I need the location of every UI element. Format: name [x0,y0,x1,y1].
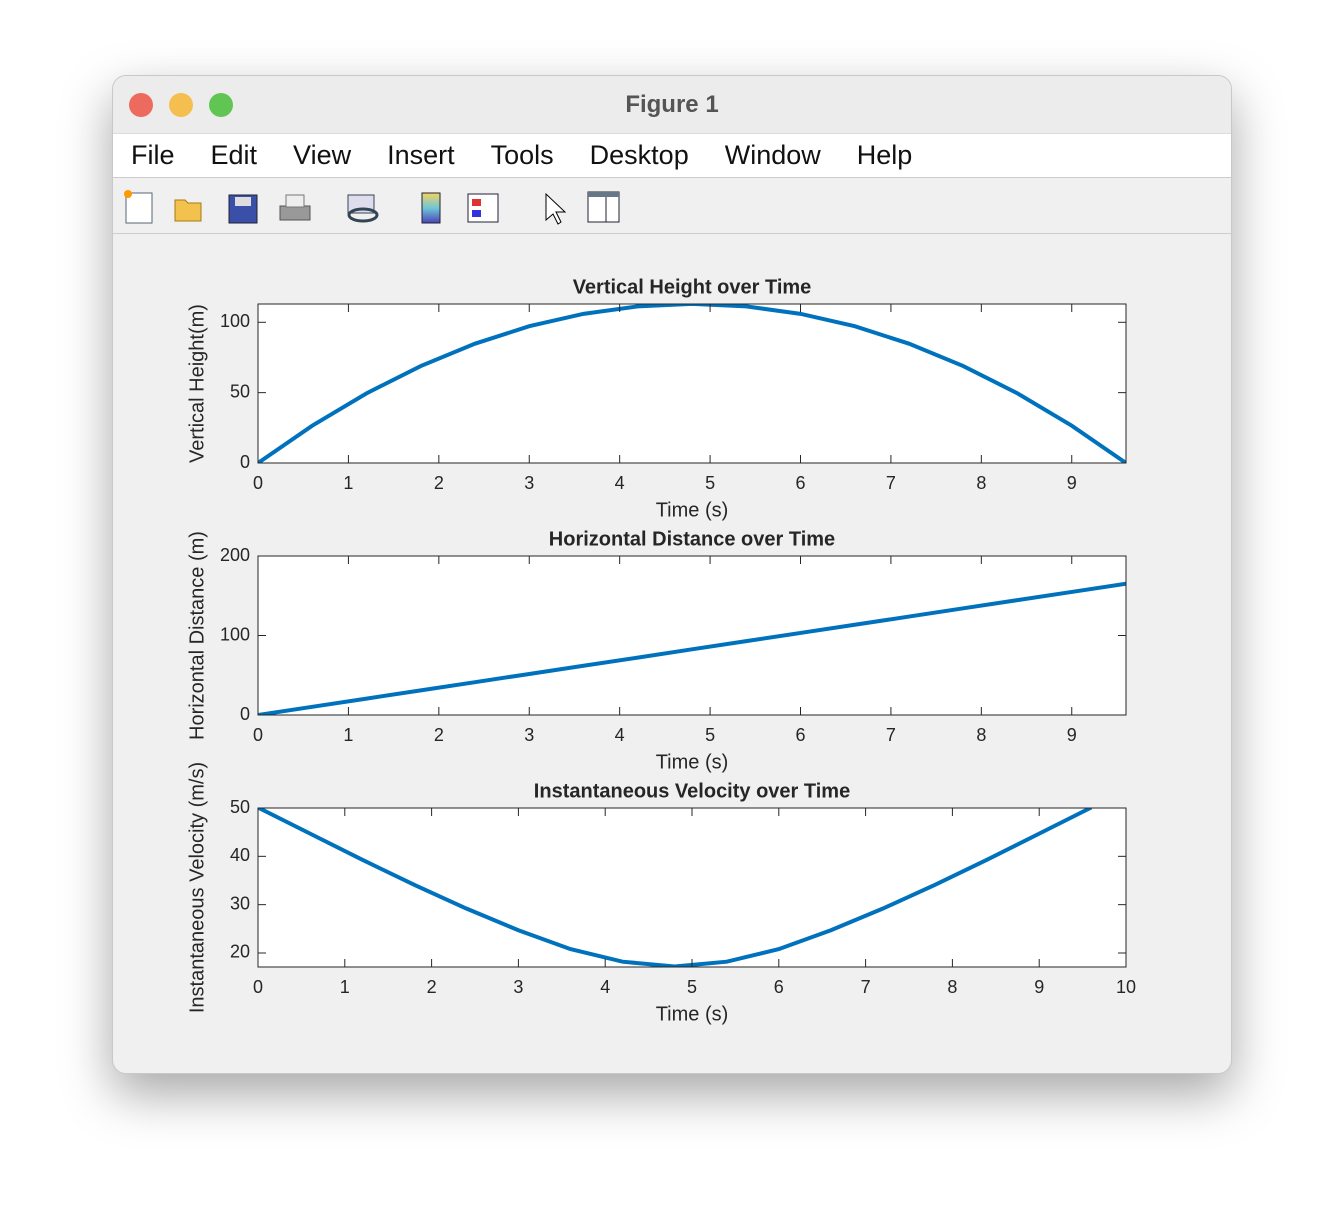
x-tick-label: 8 [947,977,957,997]
x-tick-label: 3 [524,473,534,493]
x-tick-label: 6 [795,473,805,493]
plot-area [258,304,1126,463]
zoom-button[interactable] [209,93,233,117]
menu-item[interactable]: Help [856,140,913,170]
x-tick-label: 3 [513,977,523,997]
x-tick-label: 3 [524,725,534,745]
x-tick-label: 7 [886,725,896,745]
x-tick-label: 2 [434,725,444,745]
x-tick-label: 4 [615,725,625,745]
menu-item[interactable]: File [131,140,175,170]
x-tick-label: 5 [705,725,715,745]
y-tick-label: 0 [240,452,250,472]
chart-title: Horizontal Distance over Time [549,528,835,550]
x-tick-label: 5 [705,473,715,493]
y-axis-label: Instantaneous Velocity (m/s) [186,762,208,1013]
toolbar [113,178,1231,234]
open-button[interactable] [174,199,202,222]
x-tick-label: 9 [1067,473,1077,493]
axes: 0 1 2 3 4 5 6 7 8 9 0 50 100 Vertical Height over Tim… [186,276,1127,521]
x-tick-label: 1 [343,473,353,493]
data-line [258,304,1126,463]
legend-button[interactable] [467,193,499,223]
x-tick-label: 7 [886,473,896,493]
property-inspector-button[interactable] [587,191,620,223]
close-button[interactable] [129,93,153,117]
plot-area [258,808,1126,967]
x-tick-label: 10 [1116,977,1136,997]
x-axis-label: Time (s) [656,751,729,773]
link-button[interactable] [347,194,379,223]
x-tick-label: 0 [253,725,263,745]
menu-bar: File Edit View Insert Tools Desktop Window Help [113,133,1231,178]
y-tick-label: 30 [230,893,250,913]
y-tick-label: 20 [230,942,250,962]
axes: 0 1 2 3 4 5 6 7 8 9 0 100 200 Horizontal Distance ove… [186,528,1127,773]
x-axis-label: Time (s) [656,499,729,521]
axes-box [257,303,1127,464]
new-button[interactable] [124,190,153,224]
x-tick-label: 1 [343,725,353,745]
menu-item[interactable]: Desktop [589,140,689,170]
axes: 0 1 2 3 4 5 6 7 8 9 10 20 30 40 50 Instantaneous Veloci… [186,762,1136,1025]
x-tick-label: 9 [1034,977,1044,997]
x-tick-label: 9 [1067,725,1077,745]
data-line [258,581,1126,715]
x-axis-label: Time (s) [656,1003,729,1025]
save-button[interactable] [228,194,258,224]
chart-title: Vertical Height over Time [573,276,812,298]
toolbar-icons [124,190,620,225]
menu-item[interactable]: View [293,140,352,170]
menu-item[interactable]: Tools [490,140,554,170]
y-axis-label: Vertical Height(m) [186,304,208,463]
menu-item[interactable]: Edit [210,140,258,170]
y-tick-label: 200 [220,545,250,565]
y-tick-label: 0 [240,704,250,724]
y-tick-label: 40 [230,845,250,865]
x-tick-label: 5 [687,977,697,997]
y-tick-label: 100 [220,624,250,644]
chart-title: Instantaneous Velocity over Time [534,780,850,802]
x-tick-label: 0 [253,977,263,997]
x-tick-label: 4 [600,977,610,997]
x-tick-label: 2 [427,977,437,997]
x-tick-label: 0 [253,473,263,493]
plot-area [258,556,1126,715]
x-tick-label: 6 [795,725,805,745]
x-tick-label: 7 [861,977,871,997]
menu-item[interactable]: Insert [387,140,455,170]
y-axis-label: Horizontal Distance (m) [186,531,208,740]
y-tick-label: 50 [230,381,250,401]
print-button[interactable] [279,194,311,221]
x-tick-label: 2 [434,473,444,493]
y-tick-label: 100 [220,311,250,331]
edit-plot-button[interactable] [545,192,567,225]
x-tick-label: 8 [976,473,986,493]
y-tick-label: 50 [230,797,250,817]
x-tick-label: 6 [774,977,784,997]
window-title: Figure 1 [625,91,719,118]
colorbar-button[interactable] [421,192,441,224]
x-tick-label: 8 [976,725,986,745]
x-tick-label: 4 [615,473,625,493]
x-tick-label: 1 [340,977,350,997]
title-bar: Figure 1 [113,76,1231,133]
minimize-button[interactable] [169,93,193,117]
menu-item[interactable]: Window [724,140,821,170]
